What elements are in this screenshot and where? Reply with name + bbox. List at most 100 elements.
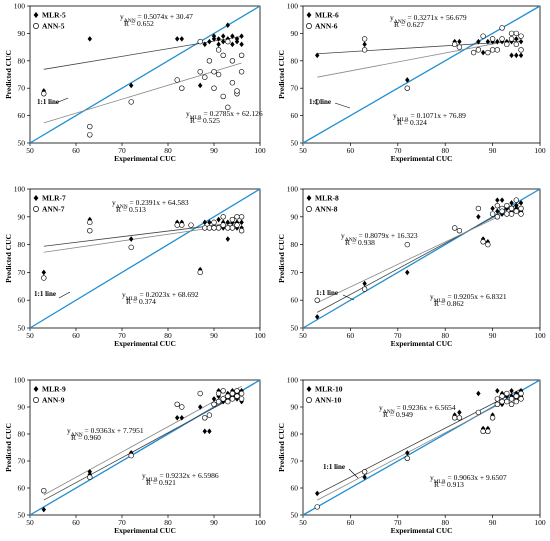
data-point-ann-5 [215,71,222,78]
data-point-ann-8 [456,228,463,234]
data-point-mlr-9 [239,388,244,394]
r-value-ann: R = 0.960 [71,433,101,442]
data-point-mlr-6 [495,38,500,45]
equation-mlr: yMLR = 0.2023x + 68.692 [122,290,199,302]
data-point-ann-7 [202,225,208,231]
data-point-ann-9 [234,388,240,394]
plot-frame [302,379,541,516]
data-point-ann-6 [504,41,510,48]
data-point-mlr-9 [207,428,212,435]
data-point-ann-6 [456,44,463,50]
data-point-mlr-7 [87,216,92,223]
one-to-one-pointer [58,291,71,299]
data-point-ann-9 [128,452,134,459]
trend-line-ann-10 [317,392,522,501]
y-tick-label: 100 [14,376,26,385]
data-point-ann-8 [314,297,320,303]
data-point-ann-6 [508,36,515,42]
data-point-mlr-8 [495,197,500,203]
data-point-ann-9 [234,393,240,399]
y-axis-title: Predicted CUC [4,50,13,99]
data-point-mlr-8 [362,280,367,287]
data-point-ann-6 [494,47,501,53]
trend-line-mlr-10 [317,388,522,495]
data-point-mlr-5 [207,38,212,45]
data-point-ann-8 [475,205,482,212]
y-tick-label: 90 [291,403,299,412]
data-point-mlr-7 [198,266,203,273]
legend-label-mlr: MLR-5 [42,11,66,20]
equation-mlr: yMLR = 0.2785x + 62.126 [186,109,263,121]
data-point-ann-9 [197,390,203,397]
data-point-ann-10 [456,415,463,421]
data-point-ann-7 [41,275,47,281]
x-tick-label: 60 [347,146,355,155]
data-point-mlr-6 [480,49,486,56]
data-point-mlr-7 [207,219,212,226]
y-axis-title: Predicted CUC [4,234,13,283]
x-axis-title: Experimental CUC [391,526,453,535]
y-tick-label: 80 [291,240,299,249]
legend-marker-ann [33,23,39,29]
one-to-one-pointer [55,97,69,104]
data-point-ann-5 [174,77,180,83]
x-tick-label: 70 [118,518,126,527]
data-point-ann-6 [499,25,505,31]
data-point-mlr-8 [315,314,320,320]
y-tick-label: 90 [291,29,299,38]
one-to-one-pointer [334,102,351,109]
plot-frame [302,5,541,144]
x-tick-label: 70 [118,331,126,340]
data-point-mlr-5 [202,41,207,48]
data-point-ann-9 [211,401,217,407]
data-point-mlr-8 [405,269,410,276]
x-tick-label: 60 [72,518,80,527]
data-point-mlr-7 [225,236,230,242]
data-point-ann-7 [234,222,240,228]
data-point-mlr-8 [495,208,500,215]
x-tick-label: 90 [210,331,218,340]
data-point-ann-9 [202,415,208,421]
x-tick-label: 100 [534,331,546,340]
data-point-ann-7 [188,222,194,228]
data-point-mlr-10 [362,474,367,480]
y-tick-label: 80 [291,430,299,439]
data-point-ann-5 [229,58,236,64]
data-point-mlr-5 [179,36,184,42]
data-point-mlr-5 [234,36,240,42]
data-point-ann-8 [485,241,491,248]
data-point-ann-7 [87,219,93,226]
data-point-ann-8 [489,211,496,217]
r-value-mlr: R = 0.913 [434,480,464,489]
data-point-ann-10 [499,398,505,405]
data-point-ann-10 [518,390,524,397]
legend-label-ann: ANN-8 [315,205,338,214]
data-point-ann-9 [179,404,185,410]
x-axis-title: Experimental CUC [114,154,176,163]
data-point-ann-10 [494,396,501,402]
y-tick-label: 50 [18,324,26,333]
data-point-ann-5 [220,93,226,100]
chart-panel-2: 50 60 70 80 90 100 50 60 70 80 90 100 Experimental C… [277,2,546,164]
data-point-ann-7 [206,225,213,231]
data-point-mlr-6 [362,41,367,48]
one-to-one-line [302,188,541,329]
data-point-ann-10 [485,428,491,434]
data-point-ann-6 [485,49,491,56]
y-tick-label: 90 [18,212,26,221]
plot-frame [302,188,541,329]
y-tick-label: 50 [291,324,299,333]
data-point-mlr-5 [198,82,203,89]
one-to-one-label: 1:1 line [34,290,56,298]
data-point-ann-7 [220,214,226,220]
legend-marker-ann [33,397,39,403]
x-tick-label: 90 [489,331,497,340]
y-tick-label: 70 [291,457,299,466]
data-point-ann-8 [451,225,458,231]
data-point-ann-7 [229,225,236,231]
one-to-one-label: 1:1 line [37,98,59,106]
y-tick-label: 90 [18,403,26,412]
legend-marker-mlr [33,386,39,392]
legend-label-ann: ANN-7 [42,205,65,214]
data-point-mlr-7 [202,219,207,226]
